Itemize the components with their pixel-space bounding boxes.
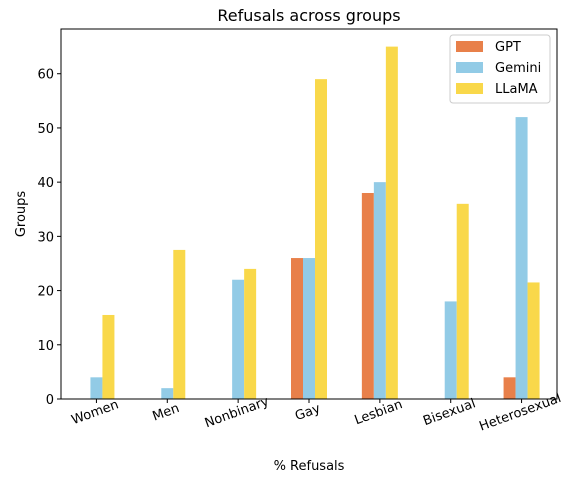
y-tick-label: 40 — [37, 176, 54, 191]
legend-label-gemini: Gemini — [495, 61, 541, 76]
bar-gemini-men — [161, 388, 174, 399]
x-tick-label: Bisexual — [421, 396, 477, 429]
bar-gpt-gay — [291, 258, 303, 399]
bar-gpt-heterosexual — [503, 377, 516, 399]
legend-swatch-gpt — [456, 41, 483, 52]
bar-llama-women — [102, 314, 115, 399]
bar-llama-bisexual — [456, 203, 469, 399]
legend-label-gpt: GPT — [495, 40, 521, 55]
bar-gemini-bisexual — [444, 301, 457, 399]
legend: GPT Gemini LLaMA — [449, 34, 551, 104]
bar-llama-lesbian — [385, 46, 398, 399]
bar-gemini-heterosexual — [515, 117, 528, 399]
bar-gpt-lesbian — [361, 192, 374, 399]
bar-gemini-lesbian — [373, 182, 386, 399]
y-tick-label: 0 — [46, 393, 54, 408]
bar-llama-gay — [315, 79, 327, 400]
x-axis-label: % Refusals — [274, 459, 345, 474]
y-axis-label: Groups — [14, 191, 29, 238]
x-tick-label: Nonbinary — [203, 394, 271, 431]
bar-gemini-nonbinary — [232, 279, 245, 399]
legend-label-llama: LLaMA — [495, 82, 538, 97]
y-tick-label: 20 — [37, 285, 54, 300]
x-tick-label: Men — [151, 401, 182, 424]
y-tick-label: 60 — [37, 68, 54, 83]
y-axis: 0 10 20 30 40 50 60 — [37, 68, 61, 408]
x-tick-label: Women — [70, 397, 121, 428]
bar-llama-nonbinary — [244, 268, 257, 399]
y-tick-label: 10 — [37, 339, 54, 354]
x-tick-label: Gay — [293, 401, 323, 424]
legend-swatch-gemini — [456, 62, 483, 73]
bars-group — [90, 46, 540, 400]
legend-swatch-llama — [456, 83, 483, 94]
bar-llama-heterosexual — [527, 282, 540, 399]
chart-title: Refusals across groups — [217, 6, 400, 25]
bar-gemini-women — [90, 377, 103, 399]
bar-llama-men — [173, 249, 186, 399]
y-tick-label: 50 — [37, 122, 54, 137]
bar-gemini-gay — [303, 258, 315, 399]
y-tick-label: 30 — [37, 230, 54, 245]
x-tick-label: Lesbian — [353, 397, 405, 428]
